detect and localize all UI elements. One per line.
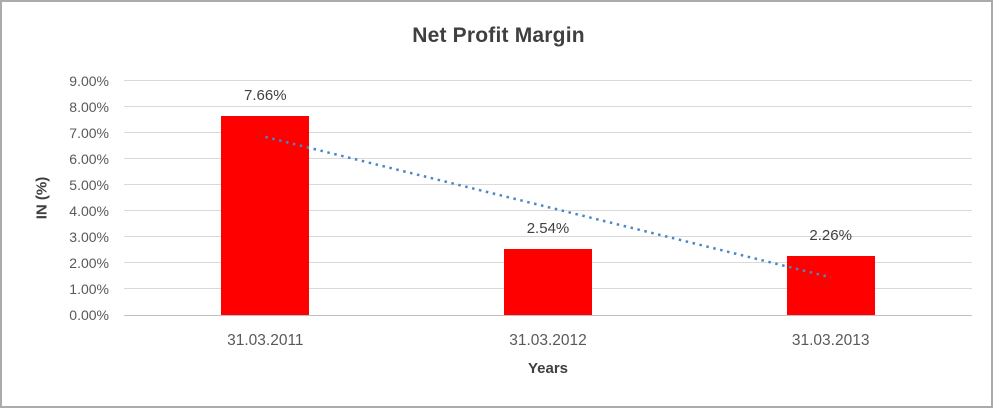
bar-data-label: 2.54% [526,219,570,237]
y-tick-label: 8.00% [69,99,109,115]
y-tick-label: 4.00% [69,203,109,219]
bar-data-label: 7.66% [244,86,287,104]
y-tick-label: 1.00% [69,281,109,297]
x-axis-title: Years [527,360,569,377]
bar [221,115,310,315]
x-tick-label: 31.03.2011 [227,332,304,349]
y-tick-label: 7.00% [69,125,109,141]
gridline [124,80,972,81]
x-tick-label: 31.03.2013 [791,332,870,349]
x-axis-line [124,315,972,316]
y-tick-label: 0.00% [69,307,109,323]
gridline [124,132,972,133]
bar-data-label: 2.26% [809,227,852,245]
y-tick-label: 6.00% [69,151,109,167]
y-tick-label: 9.00% [69,73,109,89]
y-tick-label: 5.00% [69,177,109,193]
x-tick-label: 31.03.2012 [509,332,587,349]
chart-title: Net Profit Margin [412,24,585,47]
bar [786,256,875,315]
y-tick-label: 3.00% [69,229,109,245]
bar [504,248,592,315]
y-tick-label: 2.00% [69,255,109,271]
gridline [124,106,972,107]
